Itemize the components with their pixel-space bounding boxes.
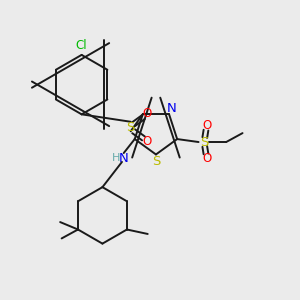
Text: Cl: Cl: [76, 40, 88, 52]
Text: S: S: [200, 136, 208, 148]
Text: O: O: [142, 107, 152, 120]
Text: N: N: [118, 152, 128, 165]
Text: S: S: [152, 155, 160, 168]
Text: O: O: [202, 152, 212, 165]
Text: O: O: [202, 119, 212, 132]
Text: S: S: [127, 121, 135, 134]
Text: N: N: [167, 102, 176, 115]
Text: O: O: [142, 136, 152, 148]
Text: H: H: [112, 153, 120, 164]
